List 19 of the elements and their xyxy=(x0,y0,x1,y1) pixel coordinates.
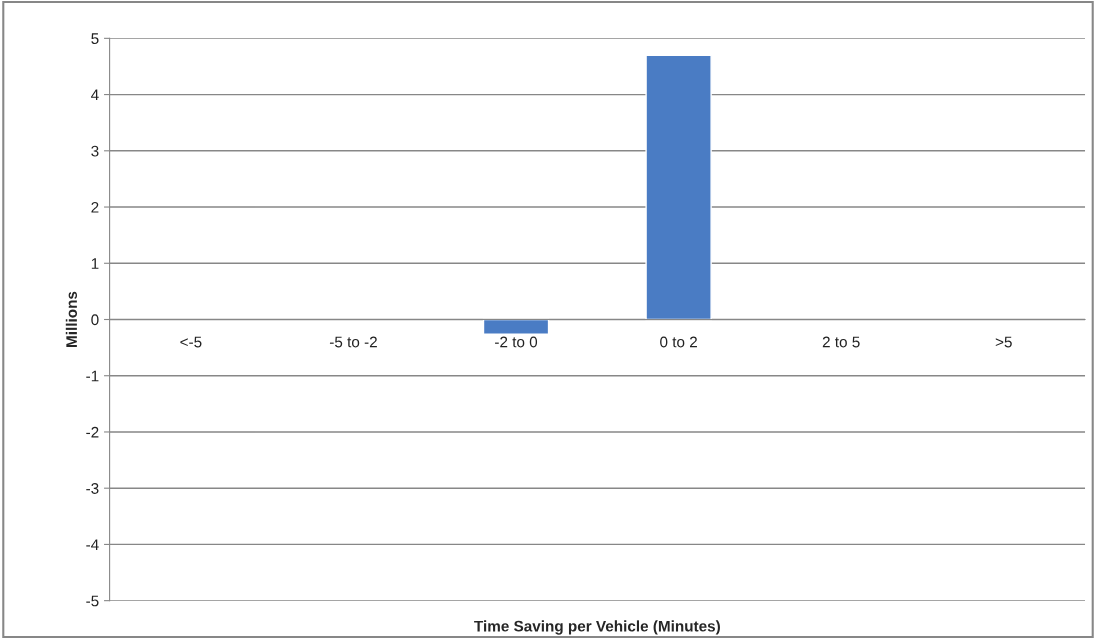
y-tick-label: 5 xyxy=(91,33,99,45)
y-tick-label: -3 xyxy=(86,483,99,494)
y-tick-label: 4 xyxy=(91,89,99,101)
x-tick-label: >5 xyxy=(995,336,1012,348)
y-tick-label: 0 xyxy=(91,314,99,326)
x-tick-label: 2 to 5 xyxy=(822,336,860,348)
x-axis-title: Time Saving per Vehicle (Minutes) xyxy=(474,620,720,635)
y-tick-label: 3 xyxy=(91,145,99,157)
y-axis-title: Millions xyxy=(65,291,78,347)
x-tick-label: 0 to 2 xyxy=(660,336,697,348)
x-tick-label: -2 to 0 xyxy=(495,336,538,348)
x-tick-label: <-5 xyxy=(180,336,202,348)
y-tick-label: -4 xyxy=(86,539,99,550)
y-tick-label: 2 xyxy=(91,201,99,213)
y-tick-label: -1 xyxy=(86,370,99,382)
x-tick-label: -5 to -2 xyxy=(329,336,377,348)
y-tick-label: -5 xyxy=(86,595,99,607)
y-tick-label: 1 xyxy=(91,258,99,269)
y-tick-label: -2 xyxy=(86,426,99,438)
